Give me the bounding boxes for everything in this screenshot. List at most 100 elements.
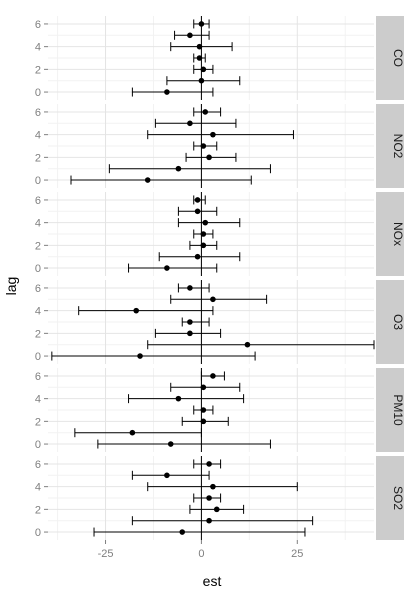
y-tick-label: 4	[35, 130, 41, 142]
error-bar	[174, 30, 210, 40]
y-tick-label: 6	[35, 371, 41, 383]
error-bar	[78, 306, 214, 316]
estimate-point	[210, 373, 216, 379]
x-tick-label: 25	[291, 548, 303, 560]
error-bar	[147, 130, 294, 140]
y-tick-label: 2	[35, 504, 41, 516]
estimate-point	[164, 265, 170, 271]
estimate-point	[167, 441, 174, 447]
estimate-point	[200, 384, 207, 391]
error-bar	[97, 439, 271, 449]
error-bar	[147, 482, 298, 492]
panel-no2: 0 2 4 6 NO2	[35, 104, 405, 188]
y-tick-label: 0	[35, 439, 41, 451]
facet-strip	[376, 280, 404, 364]
facet-strip-label: NO2	[391, 134, 405, 159]
error-bar	[181, 416, 229, 426]
y-tick-label: 0	[35, 351, 41, 363]
y-tick-label: 6	[35, 19, 41, 31]
estimate-point	[200, 407, 207, 413]
estimate-point	[194, 208, 201, 215]
error-bar	[193, 229, 214, 239]
y-axis-title: lag	[3, 277, 19, 296]
estimate-point	[175, 395, 182, 402]
error-bar	[131, 87, 214, 97]
error-bar	[51, 351, 256, 361]
estimate-point	[206, 461, 212, 467]
panel-pm10: 0 2 4 6 PM10	[35, 368, 405, 452]
estimate-point	[187, 319, 193, 325]
y-tick-label: 4	[35, 42, 41, 54]
estimate-point	[200, 143, 207, 149]
estimate-point	[200, 66, 207, 73]
estimate-point	[198, 77, 205, 84]
y-tick-label: 4	[35, 306, 41, 318]
error-bar	[193, 493, 222, 503]
estimate-point	[194, 197, 201, 203]
estimate-point	[198, 21, 205, 27]
estimate-point	[164, 472, 170, 479]
error-bar	[193, 141, 218, 151]
error-bar	[193, 195, 206, 205]
estimate-point	[133, 307, 140, 314]
facet-strip-label: NOx	[391, 222, 405, 246]
error-bar	[189, 504, 245, 514]
estimate-point	[200, 242, 207, 249]
error-bar	[177, 206, 218, 216]
estimate-point	[210, 131, 216, 138]
y-tick-label: 2	[35, 152, 41, 164]
x-tick-label: 0	[198, 548, 204, 560]
estimate-point	[187, 120, 193, 127]
error-bar	[185, 152, 237, 162]
y-tick-label: 0	[35, 87, 41, 99]
estimate-point	[206, 495, 212, 501]
estimate-point	[144, 177, 151, 183]
panel-so2: 0 2 4 6 SO2	[35, 456, 405, 540]
error-bar	[177, 218, 241, 228]
error-bar	[193, 405, 214, 415]
error-bar	[193, 53, 206, 63]
estimate-point	[210, 296, 216, 303]
y-tick-label: 6	[35, 107, 41, 119]
y-tick-label: 6	[35, 459, 41, 471]
estimate-point	[200, 418, 207, 425]
error-bar	[147, 340, 375, 350]
error-bar	[74, 428, 202, 438]
error-bar	[193, 19, 210, 29]
estimate-point	[210, 483, 216, 490]
y-tick-label: 6	[35, 195, 41, 207]
estimate-point	[206, 154, 212, 161]
y-tick-label: 4	[35, 394, 41, 406]
estimate-point	[137, 353, 143, 359]
facet-strip-label: SO2	[391, 486, 405, 510]
error-bar	[70, 175, 252, 185]
estimate-point	[129, 429, 136, 436]
facet-strip	[376, 368, 404, 452]
error-bar	[193, 459, 222, 469]
estimate-point	[196, 55, 203, 61]
error-bar	[128, 263, 218, 273]
error-bar	[181, 317, 210, 327]
facet-strip	[376, 192, 404, 276]
error-bar	[170, 42, 233, 52]
error-bar	[131, 516, 314, 526]
x-axis: -25 0 25	[98, 540, 303, 560]
error-bar	[158, 252, 241, 262]
y-tick-label: 0	[35, 175, 41, 187]
y-tick-label: 2	[35, 64, 41, 76]
error-bar	[170, 382, 241, 392]
estimate-point	[202, 109, 209, 115]
estimate-point	[164, 89, 170, 95]
x-axis-title: est	[203, 573, 222, 589]
error-bar	[154, 118, 237, 128]
estimate-point	[187, 285, 193, 291]
estimate-point	[213, 506, 220, 513]
panel-o3: 0 2 4 6 O3	[35, 280, 405, 364]
y-tick-label: 2	[35, 240, 41, 252]
panels-layer: 0 2 4 6 CO 0 2 4 6 NO2 0 2 4 6 NOx 0 2 4 6 O3 0 2 4 6 PM10 0 2 4 6 SO…	[35, 16, 405, 560]
y-tick-label: 4	[35, 482, 41, 494]
estimate-point	[194, 253, 201, 260]
estimate-point	[187, 330, 193, 337]
y-tick-label: 2	[35, 416, 41, 428]
y-tick-label: 0	[35, 263, 41, 275]
